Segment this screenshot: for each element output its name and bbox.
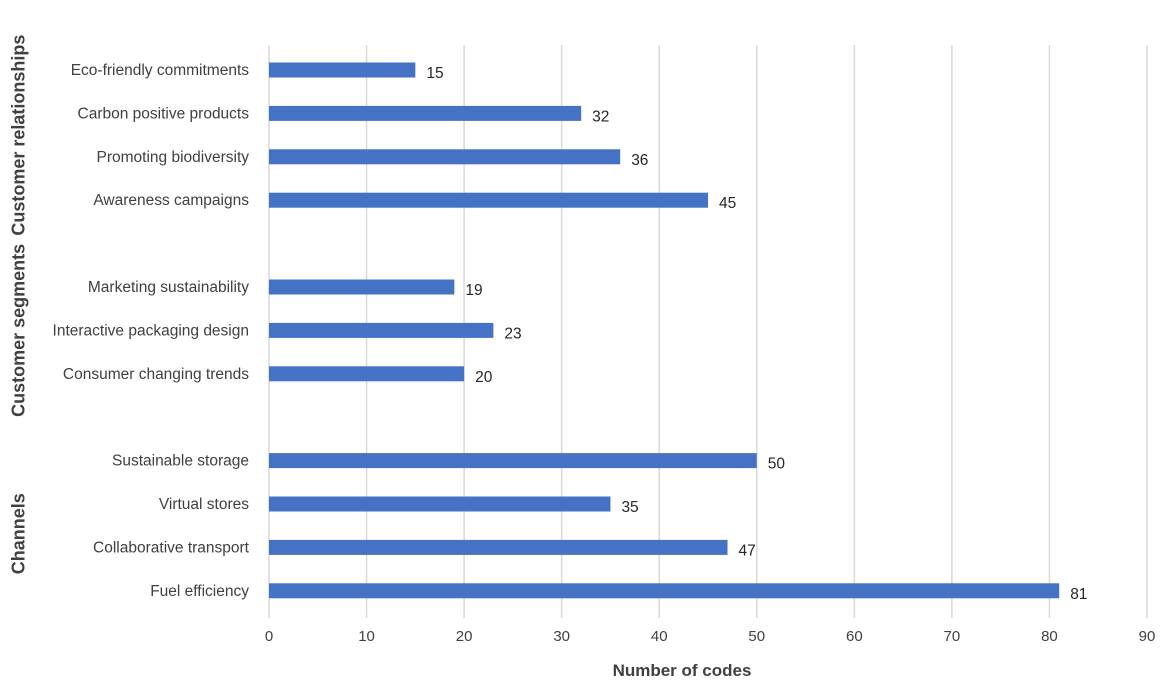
- data-label: 15: [426, 65, 443, 82]
- category-label: Consumer changing trends: [63, 366, 249, 383]
- bar: [269, 105, 582, 121]
- x-tick-label: 10: [358, 628, 375, 645]
- category-label: Eco-friendly commitments: [71, 62, 250, 79]
- x-tick-label: 0: [265, 628, 273, 645]
- category-label: Virtual stores: [159, 496, 249, 513]
- data-label: 81: [1070, 586, 1087, 603]
- data-label: 47: [739, 542, 756, 559]
- data-label: 50: [768, 456, 786, 473]
- x-tick-label: 80: [1041, 628, 1058, 645]
- data-label: 45: [719, 195, 736, 212]
- x-tick-label: 20: [456, 628, 473, 645]
- bar: [269, 322, 494, 338]
- x-tick-label: 50: [748, 628, 765, 645]
- data-label: 35: [621, 499, 638, 516]
- bar: [269, 62, 416, 78]
- data-label: 36: [631, 152, 648, 169]
- bar: [269, 539, 728, 555]
- bar: [269, 366, 465, 382]
- group-label: Channels: [9, 493, 29, 574]
- x-axis-label: Number of codes: [613, 661, 752, 680]
- x-tick-label: 90: [1139, 628, 1156, 645]
- data-label: 19: [465, 282, 482, 299]
- category-label: Sustainable storage: [112, 453, 249, 470]
- bar: [269, 149, 621, 165]
- data-label: 23: [504, 325, 521, 342]
- bar: [269, 192, 708, 208]
- x-tick-label: 70: [944, 628, 961, 645]
- category-label: Interactive packaging design: [53, 322, 249, 339]
- bar: [269, 583, 1060, 599]
- group-label: Customer segments: [9, 244, 29, 417]
- x-tick-label: 40: [651, 628, 668, 645]
- data-label: 20: [475, 369, 493, 386]
- category-label: Marketing sustainability: [88, 279, 249, 296]
- bar: [269, 279, 455, 295]
- bar: [269, 496, 611, 512]
- data-label: 32: [592, 108, 609, 125]
- category-label: Awareness campaigns: [93, 192, 249, 209]
- category-label: Collaborative transport: [93, 539, 250, 556]
- x-tick-label: 60: [846, 628, 863, 645]
- category-label: Carbon positive products: [78, 105, 250, 122]
- category-label: Promoting biodiversity: [97, 149, 250, 166]
- category-label: Fuel efficiency: [150, 583, 249, 600]
- group-label: Customer relationships: [9, 35, 29, 236]
- bar: [269, 453, 757, 469]
- x-tick-label: 30: [553, 628, 570, 645]
